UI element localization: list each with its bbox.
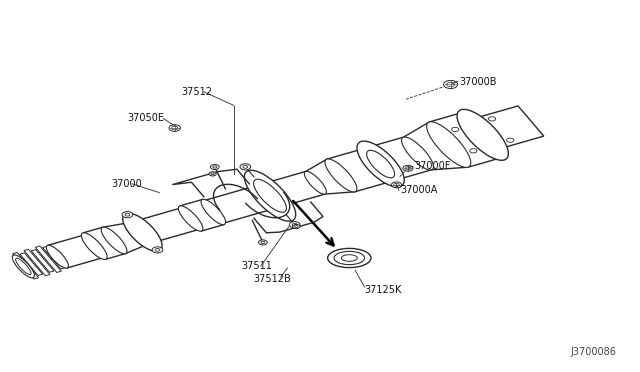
Circle shape <box>289 222 300 228</box>
Ellipse shape <box>367 150 395 178</box>
Circle shape <box>261 241 265 244</box>
Ellipse shape <box>132 221 153 243</box>
Circle shape <box>240 164 251 170</box>
Circle shape <box>152 247 163 253</box>
Circle shape <box>292 224 300 229</box>
Ellipse shape <box>427 122 471 167</box>
Polygon shape <box>260 171 325 207</box>
Circle shape <box>470 149 477 153</box>
Polygon shape <box>24 249 50 276</box>
Ellipse shape <box>468 119 497 150</box>
Polygon shape <box>327 148 395 192</box>
Ellipse shape <box>325 159 357 192</box>
Text: 37000A: 37000A <box>400 185 438 195</box>
Circle shape <box>447 82 454 87</box>
Ellipse shape <box>46 245 68 268</box>
Ellipse shape <box>12 255 35 278</box>
Ellipse shape <box>401 137 433 170</box>
Circle shape <box>211 164 219 170</box>
Text: 37000: 37000 <box>111 179 142 189</box>
Ellipse shape <box>305 171 326 194</box>
Ellipse shape <box>253 179 287 212</box>
Text: 37512: 37512 <box>181 87 212 97</box>
Polygon shape <box>470 106 544 150</box>
Polygon shape <box>48 235 104 268</box>
Polygon shape <box>13 253 38 279</box>
Polygon shape <box>367 137 431 180</box>
Polygon shape <box>180 199 224 231</box>
Polygon shape <box>31 250 54 272</box>
Polygon shape <box>204 185 280 223</box>
Ellipse shape <box>179 206 203 231</box>
Polygon shape <box>404 122 468 170</box>
Circle shape <box>394 183 399 186</box>
Circle shape <box>122 212 132 218</box>
Ellipse shape <box>457 109 508 160</box>
Circle shape <box>452 127 459 132</box>
Ellipse shape <box>334 251 365 264</box>
Circle shape <box>243 166 248 168</box>
Circle shape <box>294 225 298 228</box>
Circle shape <box>125 213 130 216</box>
Polygon shape <box>35 246 61 273</box>
Circle shape <box>392 182 401 188</box>
Text: 37512B: 37512B <box>253 274 291 284</box>
Text: 37125K: 37125K <box>365 285 402 295</box>
Text: 37000B: 37000B <box>459 77 497 87</box>
Polygon shape <box>83 227 125 259</box>
Ellipse shape <box>81 233 107 259</box>
Ellipse shape <box>15 258 31 275</box>
Text: J3700086: J3700086 <box>570 347 616 357</box>
Circle shape <box>403 165 413 171</box>
Circle shape <box>405 167 411 170</box>
Circle shape <box>292 223 297 226</box>
Polygon shape <box>20 253 43 276</box>
Ellipse shape <box>328 248 371 267</box>
Text: 37050E: 37050E <box>127 113 164 124</box>
Circle shape <box>507 138 514 142</box>
Circle shape <box>444 80 458 89</box>
Ellipse shape <box>357 141 404 187</box>
Circle shape <box>172 126 178 130</box>
Circle shape <box>488 117 495 121</box>
Polygon shape <box>43 246 65 269</box>
Circle shape <box>213 166 217 168</box>
Polygon shape <box>429 112 502 167</box>
Polygon shape <box>133 208 200 243</box>
Ellipse shape <box>123 213 162 251</box>
Text: 37511: 37511 <box>241 261 272 271</box>
Circle shape <box>209 172 216 176</box>
Polygon shape <box>103 222 148 254</box>
Text: 37000F: 37000F <box>414 161 451 171</box>
Ellipse shape <box>244 170 296 221</box>
Ellipse shape <box>101 227 127 254</box>
Ellipse shape <box>201 199 226 225</box>
Circle shape <box>155 248 160 251</box>
Circle shape <box>169 125 180 131</box>
Circle shape <box>259 240 268 245</box>
Circle shape <box>211 173 214 175</box>
Ellipse shape <box>259 184 281 207</box>
Polygon shape <box>306 159 355 194</box>
Ellipse shape <box>341 255 357 261</box>
